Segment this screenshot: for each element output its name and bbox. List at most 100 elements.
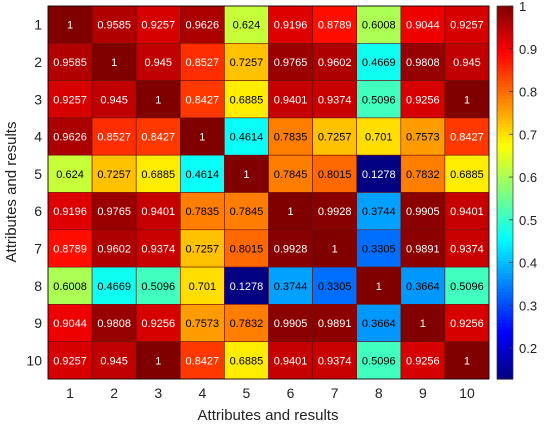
cell-value-label: 0.8527 — [97, 132, 131, 144]
heatmap-cell — [312, 154, 358, 193]
colorbar-segment — [497, 326, 513, 330]
cell-value-label: 0.9256 — [406, 94, 440, 106]
x-tick-label: 5 — [243, 385, 251, 401]
cell-value-label: 0.9626 — [186, 20, 220, 32]
colorbar-segment — [497, 133, 513, 138]
cell-value-label: 0.9044 — [406, 20, 440, 32]
colorbar-segment — [497, 114, 513, 119]
heatmap-cell — [356, 42, 402, 81]
cell-value-label: 0.6885 — [141, 169, 175, 181]
colorbar-segment — [497, 354, 513, 358]
cell-value-label: 0.9401 — [450, 206, 484, 218]
cell-value-label: 0.7845 — [230, 206, 264, 218]
cell-value-label: 0.8789 — [53, 243, 87, 255]
cell-value-label: 0.3305 — [318, 281, 352, 293]
colorbar-segment — [497, 108, 513, 113]
colorbar-tick-label: 0.3 — [519, 298, 537, 313]
cell-value-label: 0.9374 — [141, 243, 175, 255]
colorbar-segment — [497, 155, 513, 159]
colorbar-segment — [497, 204, 513, 209]
heatmap-cell — [268, 192, 313, 231]
heatmap-cell — [91, 341, 137, 380]
y-tick-label: 5 — [34, 166, 42, 182]
heatmap-cell — [444, 117, 490, 156]
colorbar-segment — [497, 220, 513, 225]
heatmap-cell — [444, 154, 490, 193]
colorbar-segment — [497, 111, 513, 116]
cell-value-label: 1 — [464, 94, 470, 106]
heatmap-cell — [312, 117, 358, 156]
colorbar-segment — [497, 105, 513, 110]
colorbar-segment — [497, 366, 513, 371]
colorbar-segment — [497, 270, 513, 274]
cell-value-label: 0.4614 — [230, 132, 264, 144]
cell-value-label: 0.7257 — [186, 243, 220, 255]
cell-value-label: 0.1278 — [230, 281, 264, 293]
cell-value-label: 0.701 — [365, 132, 393, 144]
colorbar-segment — [497, 152, 513, 156]
colorbar-segment — [497, 260, 513, 265]
colorbar-segment — [497, 21, 513, 26]
colorbar-segment — [497, 226, 513, 231]
heatmap-cell — [180, 266, 225, 305]
heatmap-cell — [312, 80, 358, 119]
x-tick-label: 1 — [66, 385, 74, 401]
heatmap-cell — [312, 341, 358, 380]
colorbar-segment — [497, 232, 513, 237]
colorbar-segment — [497, 12, 513, 16]
heatmap-cell — [135, 192, 181, 231]
heatmap-cell — [180, 341, 225, 380]
heatmap-cell — [400, 266, 446, 305]
heatmap-cell — [268, 42, 313, 81]
heatmap-cell — [135, 304, 181, 342]
colorbar-segment — [497, 211, 513, 215]
colorbar-segment — [497, 335, 513, 340]
colorbar-segment — [497, 363, 513, 368]
heatmap-cell — [180, 192, 225, 231]
heatmap-cell — [91, 266, 137, 305]
heatmap-cell — [356, 154, 402, 193]
cell-value-label: 0.3744 — [274, 281, 308, 293]
heatmap-cell — [180, 5, 225, 44]
heatmap-cell — [356, 80, 402, 119]
heatmap-cell — [356, 304, 402, 342]
heatmap-cell — [91, 80, 137, 119]
cell-value-label: 0.7257 — [97, 169, 131, 181]
heatmap-cell — [312, 304, 358, 342]
colorbar-segment — [497, 351, 513, 355]
colorbar-segment — [497, 161, 513, 166]
cell-value-label: 1 — [155, 94, 161, 106]
cell-value-label: 0.9905 — [406, 206, 440, 218]
heatmap-cell — [47, 117, 93, 156]
cell-value-label: 0.6885 — [230, 94, 264, 106]
colorbar-tick-label: 0.8 — [519, 85, 537, 100]
heatmap-cell — [356, 117, 402, 156]
cell-value-label: 0.701 — [189, 281, 217, 293]
y-tick-label: 8 — [34, 278, 42, 294]
colorbar-segment — [497, 223, 513, 228]
cell-value-label: 0.9585 — [97, 20, 131, 32]
cell-value-label: 1 — [111, 57, 117, 69]
y-axis-label: Attributes and results — [3, 122, 20, 263]
heatmap-cell — [91, 5, 137, 44]
colorbar-segment — [497, 127, 513, 131]
cell-value-label: 0.9256 — [141, 318, 175, 330]
colorbar-segment — [497, 96, 513, 100]
heatmap-cell — [400, 42, 446, 81]
colorbar-segment — [497, 49, 513, 54]
colorbar-segment — [497, 295, 513, 299]
heatmap-cell — [444, 229, 490, 268]
colorbar-tick-label: 0.4 — [519, 256, 537, 271]
cell-value-label: 1 — [199, 132, 205, 144]
colorbar-segment — [497, 124, 513, 128]
colorbar-segment — [497, 285, 513, 290]
cell-value-label: 0.7573 — [406, 132, 440, 144]
cell-value-label: 0.5096 — [450, 281, 484, 293]
colorbar-segment — [497, 55, 513, 60]
heatmap-cell — [224, 80, 269, 119]
cell-value-label: 0.6008 — [362, 20, 396, 32]
heatmap-cell — [444, 5, 490, 44]
colorbar-segment — [497, 65, 513, 69]
x-tick-label: 4 — [198, 385, 206, 401]
cell-value-label: 0.624 — [56, 169, 84, 181]
